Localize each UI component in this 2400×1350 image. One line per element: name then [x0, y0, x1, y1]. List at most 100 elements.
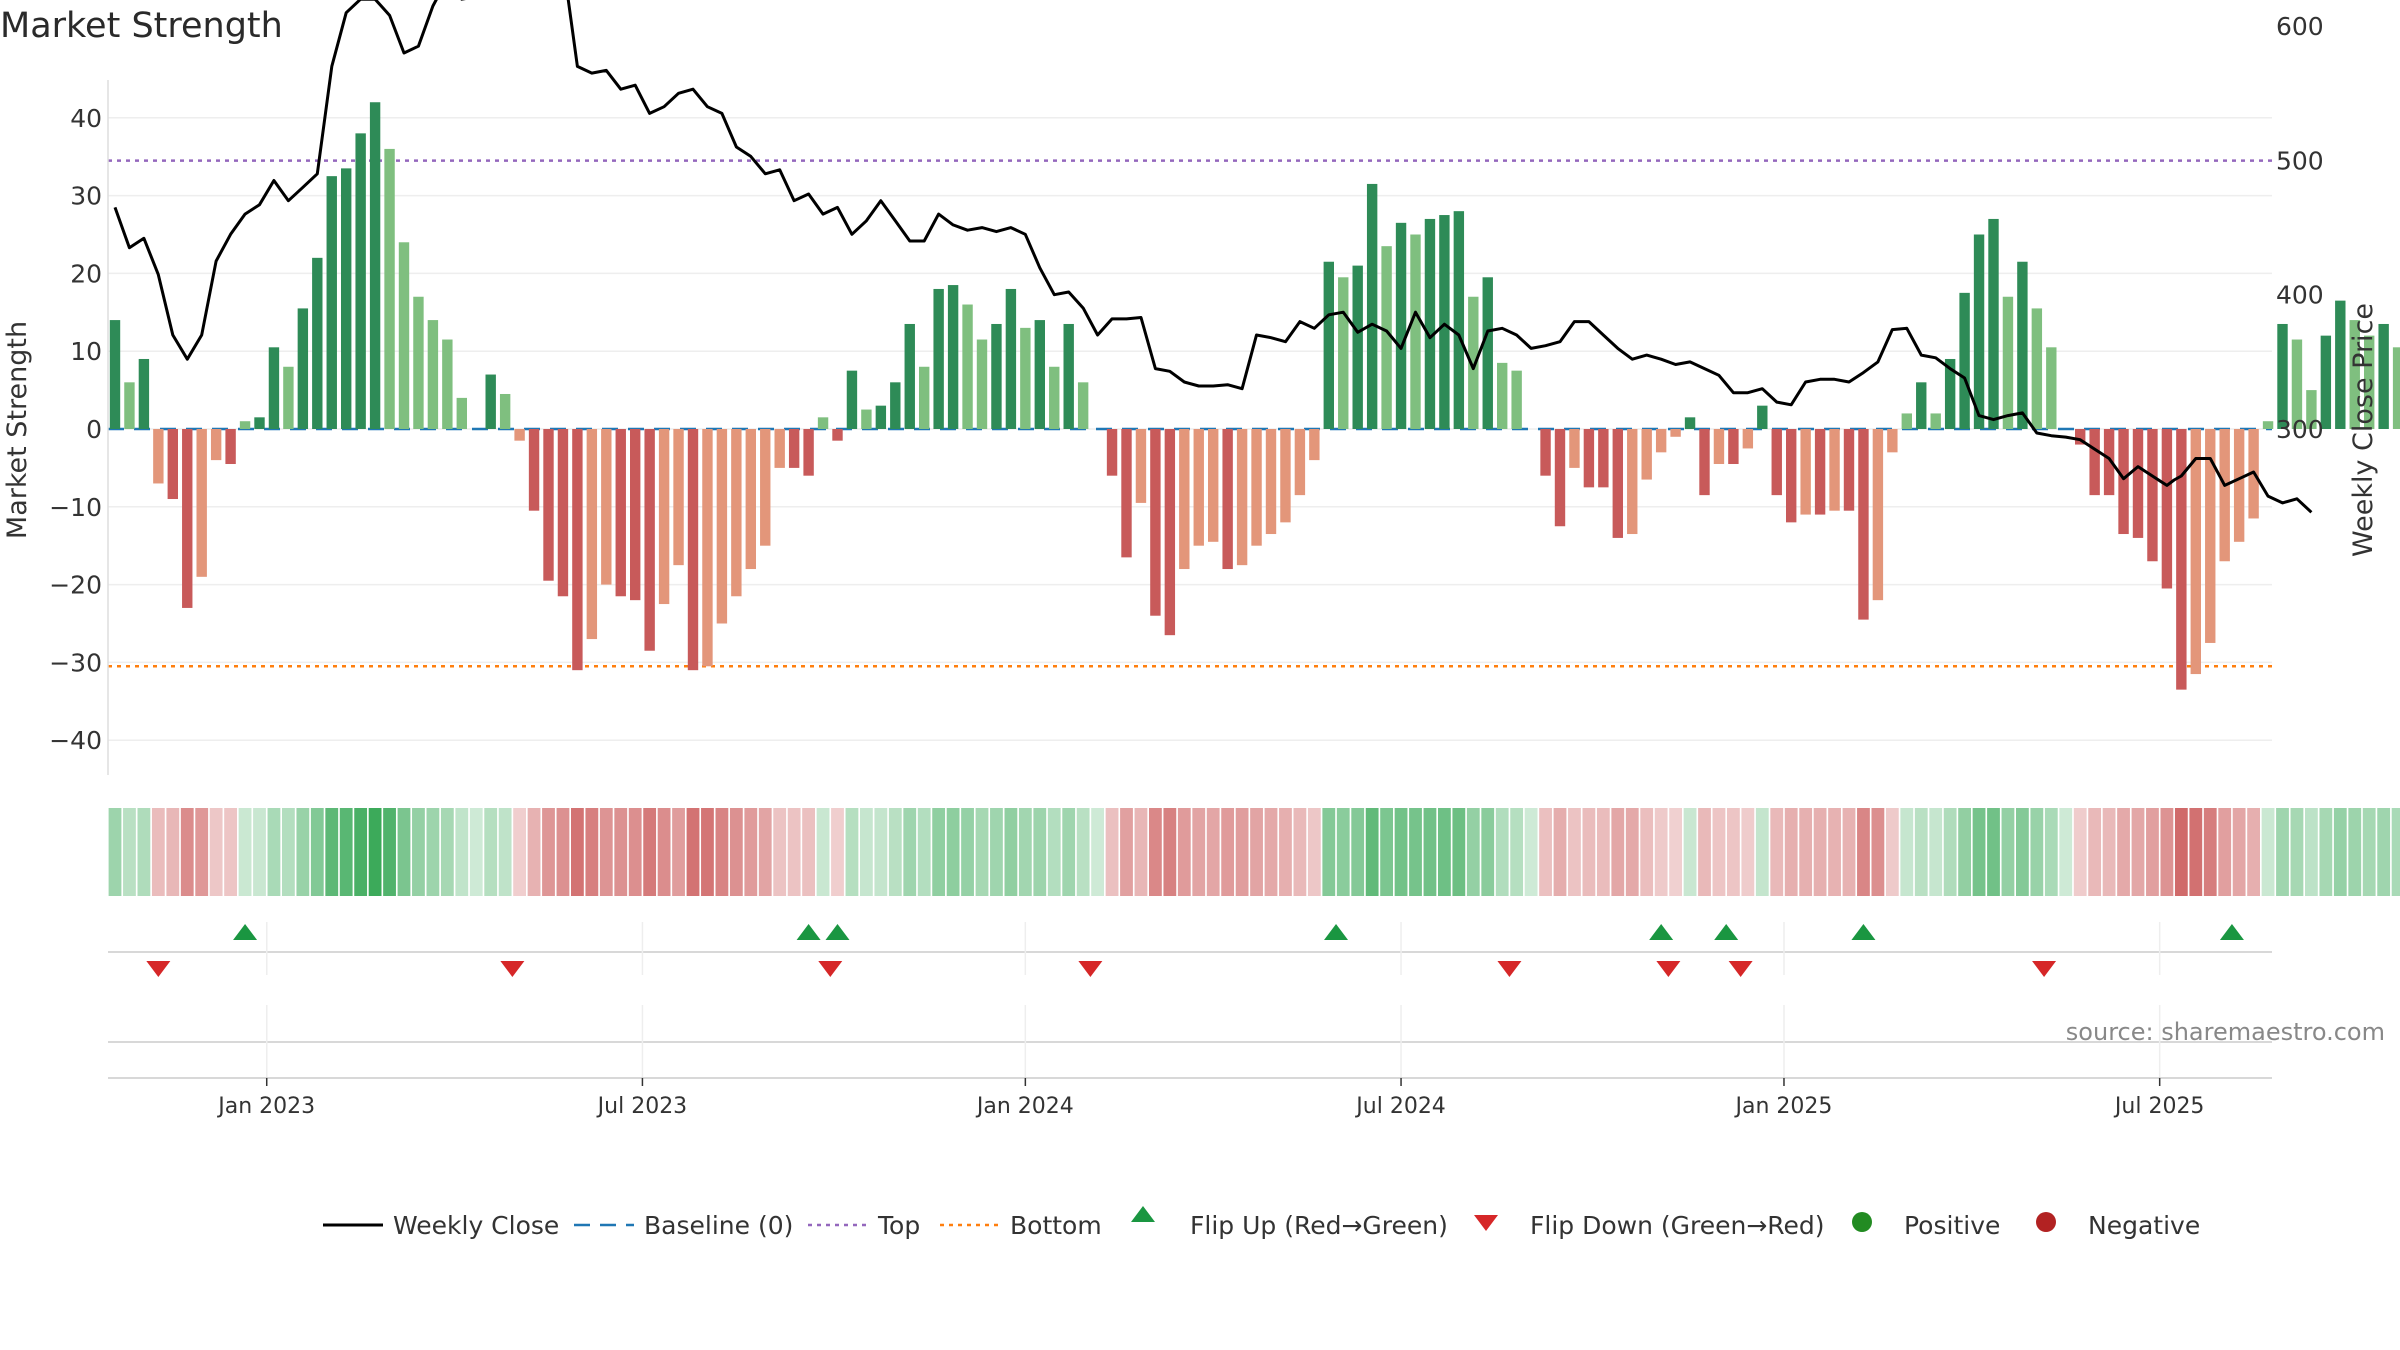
- y-tick-label: −10: [49, 493, 102, 522]
- strip-cell: [1770, 808, 1784, 896]
- legend-swatch-positive: [1852, 1212, 1872, 1232]
- strip-cell: [1351, 808, 1365, 896]
- legend-entry: Flip Down (Green→Red): [1530, 1211, 1825, 1240]
- flip-up-marker: [1714, 924, 1739, 940]
- strip-cell: [1495, 808, 1509, 896]
- strength-bar: [817, 417, 829, 429]
- strength-bar: [760, 429, 771, 546]
- x-axis: Jan 2023 Jul 2023 Jan 2024 Jul 2024 Jan 2025…: [108, 1077, 2272, 1119]
- strength-bar: [774, 429, 785, 468]
- legend-swatch-negative: [2036, 1212, 2056, 1232]
- strip-cell: [137, 808, 151, 896]
- strip-cell: [325, 808, 339, 896]
- strength-bar: [153, 429, 164, 484]
- y2-tick-label: 500: [2276, 146, 2324, 175]
- strength-bar: [745, 429, 756, 570]
- strip-cell: [1177, 808, 1191, 896]
- strength-bar: [225, 429, 236, 465]
- strip-cell: [2088, 808, 2102, 896]
- strip-cell: [1640, 808, 1654, 896]
- strength-bar: [947, 285, 959, 429]
- strip-cell: [1409, 808, 1422, 896]
- strength-bar: [254, 417, 265, 429]
- grid-layer: [108, 117, 2272, 741]
- strip-cell: [282, 808, 295, 896]
- x-tick-label: Jan 2023: [216, 1094, 315, 1119]
- strength-bar: [2205, 429, 2216, 643]
- strip-cell: [1510, 808, 1524, 896]
- close-line-layer: [113, 0, 2313, 514]
- strip-cell: [1293, 808, 1307, 896]
- strip-cell: [802, 808, 815, 896]
- x-tick-label: Jul 2025: [2113, 1094, 2205, 1119]
- strip-cell: [2203, 808, 2217, 896]
- strength-bar: [890, 382, 901, 429]
- strip-cell: [1799, 808, 1813, 896]
- flip-up-marker: [233, 924, 258, 940]
- strength-bar: [1150, 429, 1161, 616]
- strip-cell: [209, 808, 223, 896]
- strip-cell: [195, 808, 209, 896]
- strip-cell: [527, 808, 541, 896]
- strength-bar: [1135, 429, 1147, 503]
- strength-bar: [1814, 429, 1826, 515]
- strength-bar: [442, 339, 453, 429]
- strength-bar: [1222, 429, 1233, 570]
- strip-cell: [383, 808, 396, 896]
- strip-cell: [672, 808, 685, 896]
- y2-tick-label: 300: [2276, 415, 2324, 444]
- strip-cell: [455, 808, 469, 896]
- strength-bar: [976, 339, 988, 429]
- strength-bar: [1497, 362, 1508, 429]
- strip-cell: [2305, 808, 2318, 896]
- strength-bar: [1063, 323, 1074, 429]
- strength-bar: [962, 304, 973, 429]
- strip-cell: [397, 808, 411, 896]
- flip-down-marker: [1656, 961, 1681, 977]
- strip-cell: [975, 808, 989, 896]
- strength-bar: [1395, 222, 1407, 429]
- strip-cell: [224, 808, 237, 896]
- strip-cell: [2232, 808, 2246, 896]
- strip-cell: [831, 808, 844, 896]
- strip-cell: [1481, 808, 1495, 896]
- strip-cell: [787, 808, 801, 896]
- strip-cell: [1625, 808, 1639, 896]
- strip-cell: [2160, 808, 2174, 896]
- strength-bar: [297, 308, 309, 429]
- strip-cell: [1264, 808, 1278, 896]
- strip-cell: [599, 808, 613, 896]
- strip-cell: [440, 808, 454, 896]
- strip-cell: [1654, 808, 1668, 896]
- strength-bar: [369, 102, 381, 430]
- flip-up-marker: [825, 924, 850, 940]
- strip-cell: [556, 808, 570, 896]
- strip-cell: [773, 808, 787, 896]
- strength-bar: [1670, 429, 1681, 437]
- strip-cell: [1336, 808, 1350, 896]
- strength-bar: [2031, 308, 2043, 429]
- strength-bar: [1410, 234, 1421, 429]
- strip-cell: [874, 808, 888, 896]
- strip-cell: [1423, 808, 1437, 896]
- strip-cell: [1279, 808, 1292, 896]
- strip-cell: [628, 808, 642, 896]
- strip-cell: [267, 808, 281, 896]
- legend: Weekly Close Baseline (0) Top Bottom Flip Up…: [323, 1206, 2200, 1240]
- strength-bar: [268, 347, 280, 429]
- strip-cell: [903, 808, 917, 896]
- strip-cell: [123, 808, 136, 896]
- strip-cell: [354, 808, 368, 896]
- weekly-close-line: [113, 0, 2313, 514]
- strength-bar: [731, 429, 742, 597]
- strength-bar: [398, 242, 410, 429]
- strength-bar: [1699, 429, 1710, 496]
- strength-bar: [615, 429, 626, 597]
- strip-cell: [296, 808, 310, 896]
- legend-entry: Bottom: [1010, 1211, 1102, 1240]
- flip-down-marker: [2032, 961, 2057, 977]
- strip-cell: [2333, 808, 2347, 896]
- strip-cell: [1727, 808, 1740, 896]
- y2-tick-label: 400: [2276, 281, 2324, 310]
